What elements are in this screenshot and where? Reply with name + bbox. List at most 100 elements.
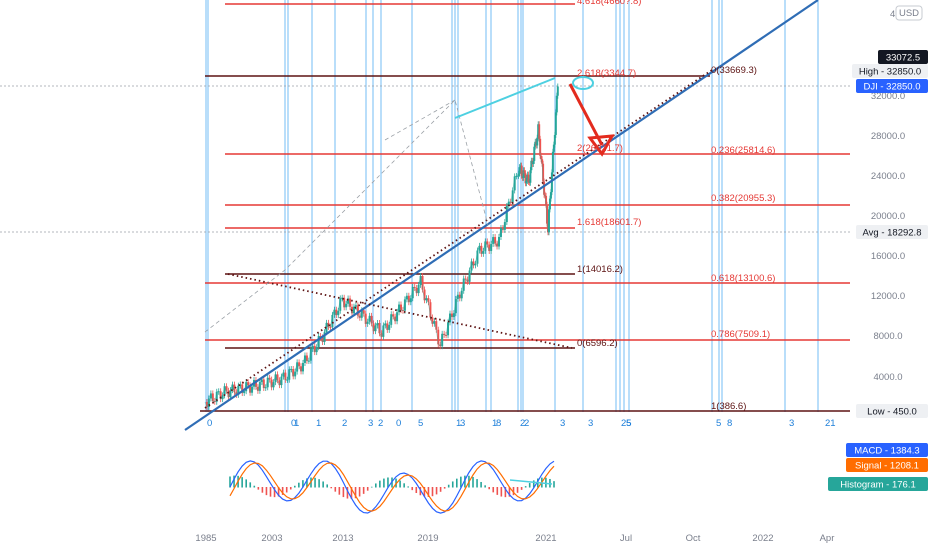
- candle-body: [523, 170, 526, 174]
- fib-level-label: 0.786(7509.1): [711, 329, 770, 340]
- candle-body: [352, 306, 355, 314]
- candle-body: [237, 385, 240, 395]
- candle-body: [472, 261, 475, 266]
- y-axis-tick-top: 4: [890, 9, 895, 20]
- histogram-bar: [524, 486, 527, 488]
- histogram-tag: Histogram - 176.1: [828, 477, 928, 491]
- histogram-bar: [241, 477, 243, 488]
- candle-body: [525, 180, 528, 184]
- candle-body: [266, 377, 269, 388]
- price-axis[interactable]: 32000.0 28000.0 24000.0 20000.0 16000.0 12000…: [828, 0, 932, 550]
- histogram-bar: [403, 483, 405, 488]
- histogram-bar: [508, 487, 511, 497]
- candle-body: [515, 175, 518, 177]
- candle-body: [538, 124, 541, 139]
- candle-body: [533, 146, 536, 161]
- candle-body: [302, 362, 304, 372]
- candle-body: [541, 159, 544, 164]
- candle-body: [292, 369, 295, 377]
- candle-body: [296, 362, 299, 372]
- candle-body: [390, 314, 393, 325]
- candle-body: [400, 304, 402, 311]
- histogram-bar: [443, 487, 446, 489]
- y-axis-tick: 28000.0: [871, 131, 905, 142]
- candle-body: [427, 298, 430, 303]
- histogram-bar: [456, 478, 458, 488]
- histogram-bar: [516, 487, 519, 493]
- y-axis-tick: 16000.0: [871, 251, 905, 262]
- histogram-bar: [354, 487, 357, 499]
- histogram-bar: [322, 481, 324, 488]
- candle-body: [235, 392, 238, 395]
- candle-body: [300, 366, 303, 372]
- candle-body: [394, 316, 397, 322]
- histogram-bar: [273, 487, 276, 498]
- candle-body: [411, 286, 414, 299]
- candle-body: [211, 393, 214, 401]
- wave-count-label: 3: [588, 418, 593, 429]
- candle-body: [335, 309, 338, 316]
- candle-body: [551, 151, 554, 173]
- high-tag-bg: [852, 64, 928, 78]
- x-axis-tick: 2021: [535, 533, 556, 544]
- histogram-bar: [249, 482, 252, 488]
- candle-body: [417, 284, 420, 294]
- histogram-bar: [528, 483, 531, 488]
- histogram-bar: [281, 487, 284, 495]
- candle-body: [468, 270, 471, 282]
- candle-body: [268, 377, 271, 380]
- candle-body: [396, 312, 399, 322]
- candle-body: [544, 194, 547, 196]
- histogram-bar: [342, 487, 345, 498]
- candle-body: [382, 325, 385, 337]
- candle-body: [249, 385, 252, 393]
- candle-body: [507, 201, 510, 207]
- histogram-bar: [302, 480, 304, 488]
- candle-body: [543, 181, 546, 195]
- candle-body: [529, 170, 532, 183]
- candle-body: [530, 160, 533, 171]
- histogram-bar: [257, 487, 260, 490]
- candle-body: [223, 386, 226, 396]
- candle-body: [276, 374, 279, 381]
- candle-body: [450, 313, 453, 318]
- fib-level-label: 2.618(3344.7): [577, 68, 636, 79]
- symbol-price-tag-bg: [856, 79, 928, 93]
- histogram-bar: [451, 481, 454, 488]
- candle-body: [333, 309, 336, 315]
- histogram-bar: [245, 479, 247, 488]
- candle-body: [492, 237, 495, 244]
- wave-count-label: 2: [524, 418, 529, 429]
- candle-body: [429, 302, 432, 318]
- candle-body: [337, 310, 340, 316]
- fib-level-label: 2(26021.7): [577, 143, 623, 154]
- histogram-bar: [318, 479, 320, 488]
- candle-body: [315, 347, 318, 353]
- down-arrow-shaft: [568, 83, 604, 146]
- histogram-bar: [476, 479, 478, 488]
- histogram-bar: [500, 487, 503, 497]
- signal-tag-text: Signal - 1208.1: [855, 461, 919, 472]
- candle-body: [370, 315, 373, 324]
- candle-body: [435, 321, 438, 330]
- candle-body: [556, 86, 559, 96]
- macd-divergence-line: [509, 479, 553, 485]
- histogram-bar: [387, 477, 389, 488]
- candle-body: [311, 345, 314, 349]
- candle-body: [331, 314, 334, 328]
- histogram-tag-text: Histogram - 176.1: [840, 480, 916, 491]
- candle-body: [360, 310, 363, 318]
- candle-body: [288, 369, 291, 380]
- x-axis-tick: 1985: [195, 533, 216, 544]
- candle-body: [555, 95, 558, 113]
- candle-body: [241, 384, 244, 394]
- candle-body: [552, 144, 555, 152]
- histogram-bar: [289, 487, 292, 490]
- fib-levels: [0, 3, 850, 412]
- signal-line: [229, 462, 555, 512]
- candle-body: [205, 402, 208, 407]
- histogram-bar: [439, 487, 442, 492]
- wave-count-label: 5: [418, 418, 423, 429]
- histogram-bar: [383, 478, 385, 488]
